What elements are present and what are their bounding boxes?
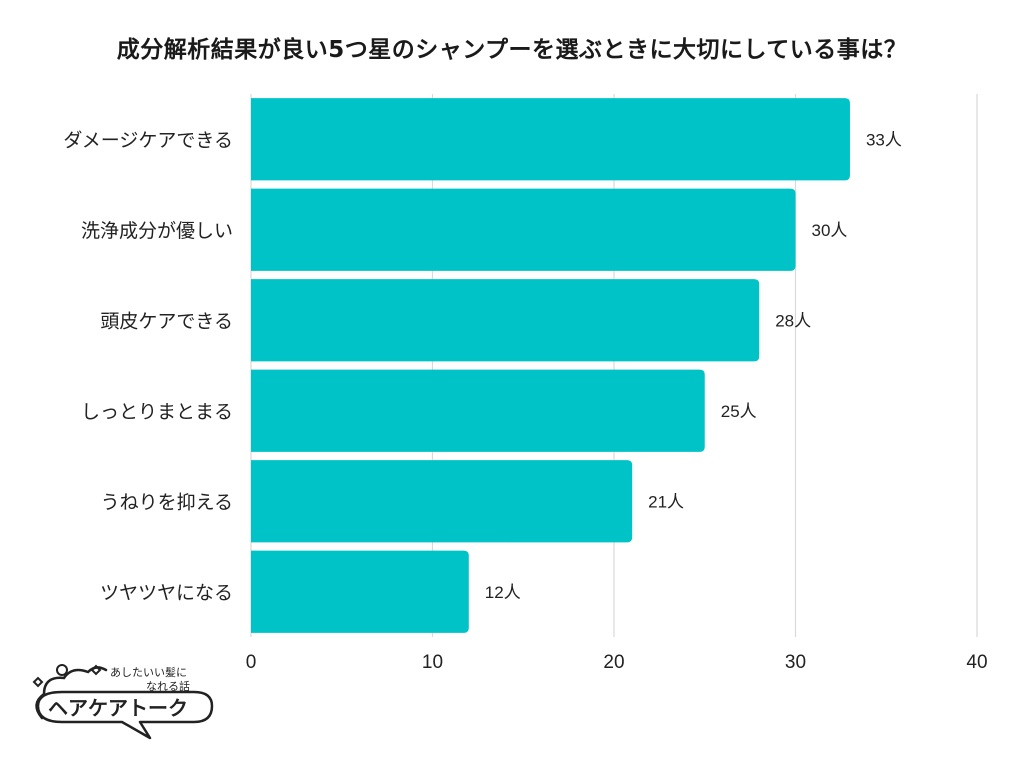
category-label: 頭皮ケアできる — [100, 310, 233, 332]
value-label: 30人 — [812, 221, 848, 240]
logo-bubble-icon — [56, 664, 68, 676]
category-label: 洗浄成分が優しい — [81, 220, 233, 242]
value-label: 25人 — [721, 402, 757, 421]
logo-sparkle-icon-2 — [90, 664, 102, 676]
bar — [251, 369, 705, 452]
logo-name: ヘアケアトーク — [48, 696, 188, 720]
category-label: うねりを抑える — [101, 491, 233, 513]
logo-sparkle-icon — [32, 676, 44, 688]
logo-tagline-2: なれる話 — [146, 679, 190, 693]
logo-speech-bubble — [36, 690, 214, 740]
value-label: 33人 — [866, 130, 902, 149]
category-label: ダメージケアできる — [63, 129, 233, 151]
x-tick-label: 20 — [603, 652, 624, 673]
grid-layer — [250, 94, 978, 637]
value-label: 12人 — [485, 583, 521, 602]
logo: あしたいい髪に なれる話 ヘアケアトーク — [32, 664, 214, 740]
chart-title: 成分解析結果が良い5つ星のシャンプーを選ぶときに大切にしている事は？ — [116, 37, 908, 63]
x-tick-label: 30 — [785, 652, 806, 673]
category-label: しっとりまとまる — [81, 401, 233, 423]
bar — [251, 98, 850, 181]
bar — [251, 550, 469, 633]
logo-tagline-1: あしたいい髪に — [110, 665, 187, 679]
bar-layer — [251, 98, 850, 633]
bar — [251, 188, 796, 271]
bar — [251, 460, 633, 543]
value-label: 21人 — [648, 492, 684, 511]
x-tick-label: 40 — [966, 652, 987, 673]
bar — [251, 279, 760, 362]
x-tick-label: 10 — [422, 652, 443, 673]
value-label: 28人 — [775, 311, 811, 330]
x-tick-label: 0 — [246, 652, 257, 673]
category-label: ツヤツヤになる — [100, 582, 233, 604]
